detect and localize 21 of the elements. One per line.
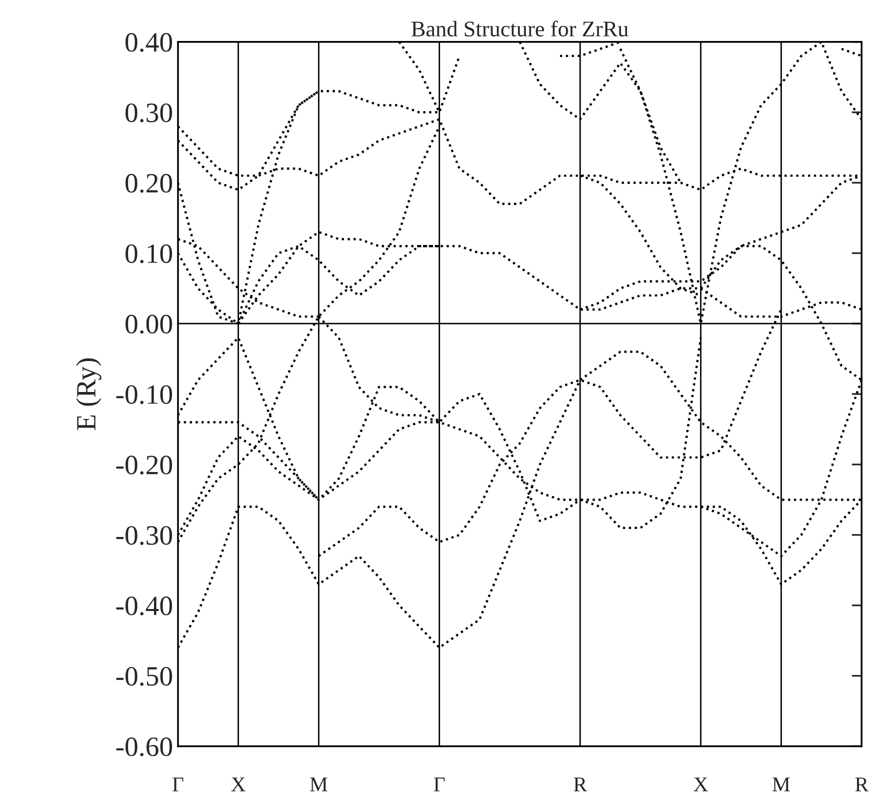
y-tick-label: 0.30 [126,103,172,122]
y-tick-label: -0.30 [116,526,172,545]
y-tick-label: -0.20 [116,456,172,475]
x-tick-label: Γ [434,778,445,792]
x-tick-label: X [694,778,708,792]
y-tick-label: -0.60 [116,737,172,756]
x-tick-label: R [574,778,588,792]
y-tick-label: -0.50 [116,666,172,686]
y-tick-label: -0.40 [116,596,172,616]
x-tick-label: M [772,778,790,792]
y-axis-title: E (Ry) [76,358,102,430]
y-tick-label: 0.10 [126,244,172,264]
chart-title: Band Structure for ZrRu [412,20,628,37]
x-tick-label: M [310,778,328,792]
x-tick-label: Γ [172,778,184,792]
y-tick-label: -0.10 [116,385,172,404]
y-tick-label: 0.40 [126,33,172,52]
y-tick-label: 0.00 [126,314,172,334]
x-tick-label: R [855,778,869,792]
y-tick-label: 0.20 [126,174,172,193]
x-tick-label: X [231,778,246,792]
